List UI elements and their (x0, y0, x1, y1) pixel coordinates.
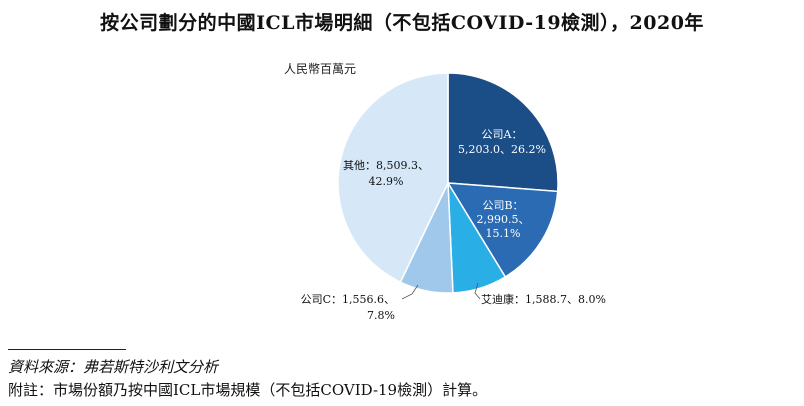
slice-label-line: 公司B： (482, 199, 523, 212)
slice-label-line: 艾迪康：1,588.7、8.0% (481, 292, 606, 306)
source-note: 資料來源：弗若斯特沙利文分析 (8, 358, 219, 376)
pie-slice-1 (447, 72, 559, 193)
chart-title: 按公司劃分的中國ICL市場明細（不包括COVID-19檢測），2020年 (100, 12, 704, 34)
remark-note: 附註：市場份額乃按中國ICL市場規模（不包括COVID-19檢測）計算。 (8, 381, 488, 399)
pie-slice-2 (446, 182, 559, 278)
footnote-divider (8, 349, 126, 350)
slice-label-4: 公司C：1,556.6、 7.8% (301, 293, 395, 322)
leader-line-4 (401, 284, 419, 300)
slice-label-1: 公司A： 5,203.0、26.2% (458, 128, 546, 156)
slice-label-line: 15.1% (486, 227, 521, 240)
slice-label-line: 5,203.0、26.2% (458, 143, 546, 156)
leader-line-3 (474, 282, 481, 300)
slice-label-line: 其他：8,509.3、 (343, 159, 429, 172)
slice-label-line: 42.9% (369, 175, 404, 188)
slice-label-5: 其他：8,509.3、 42.9% (343, 159, 429, 188)
slice-label-3: 艾迪康：1,588.7、8.0% (481, 292, 606, 306)
slice-label-line: 公司A： (482, 128, 523, 141)
slice-label-line: 2,990.5、 (477, 213, 530, 226)
slice-label-2: 公司B： 2,990.5、 15.1% (477, 199, 530, 240)
slice-label-line: 7.8% (367, 309, 395, 322)
pie-slice-5 (337, 72, 449, 284)
slice-label-line: 公司C：1,556.6、 (301, 293, 395, 306)
unit-label: 人民幣百萬元 (284, 62, 357, 76)
